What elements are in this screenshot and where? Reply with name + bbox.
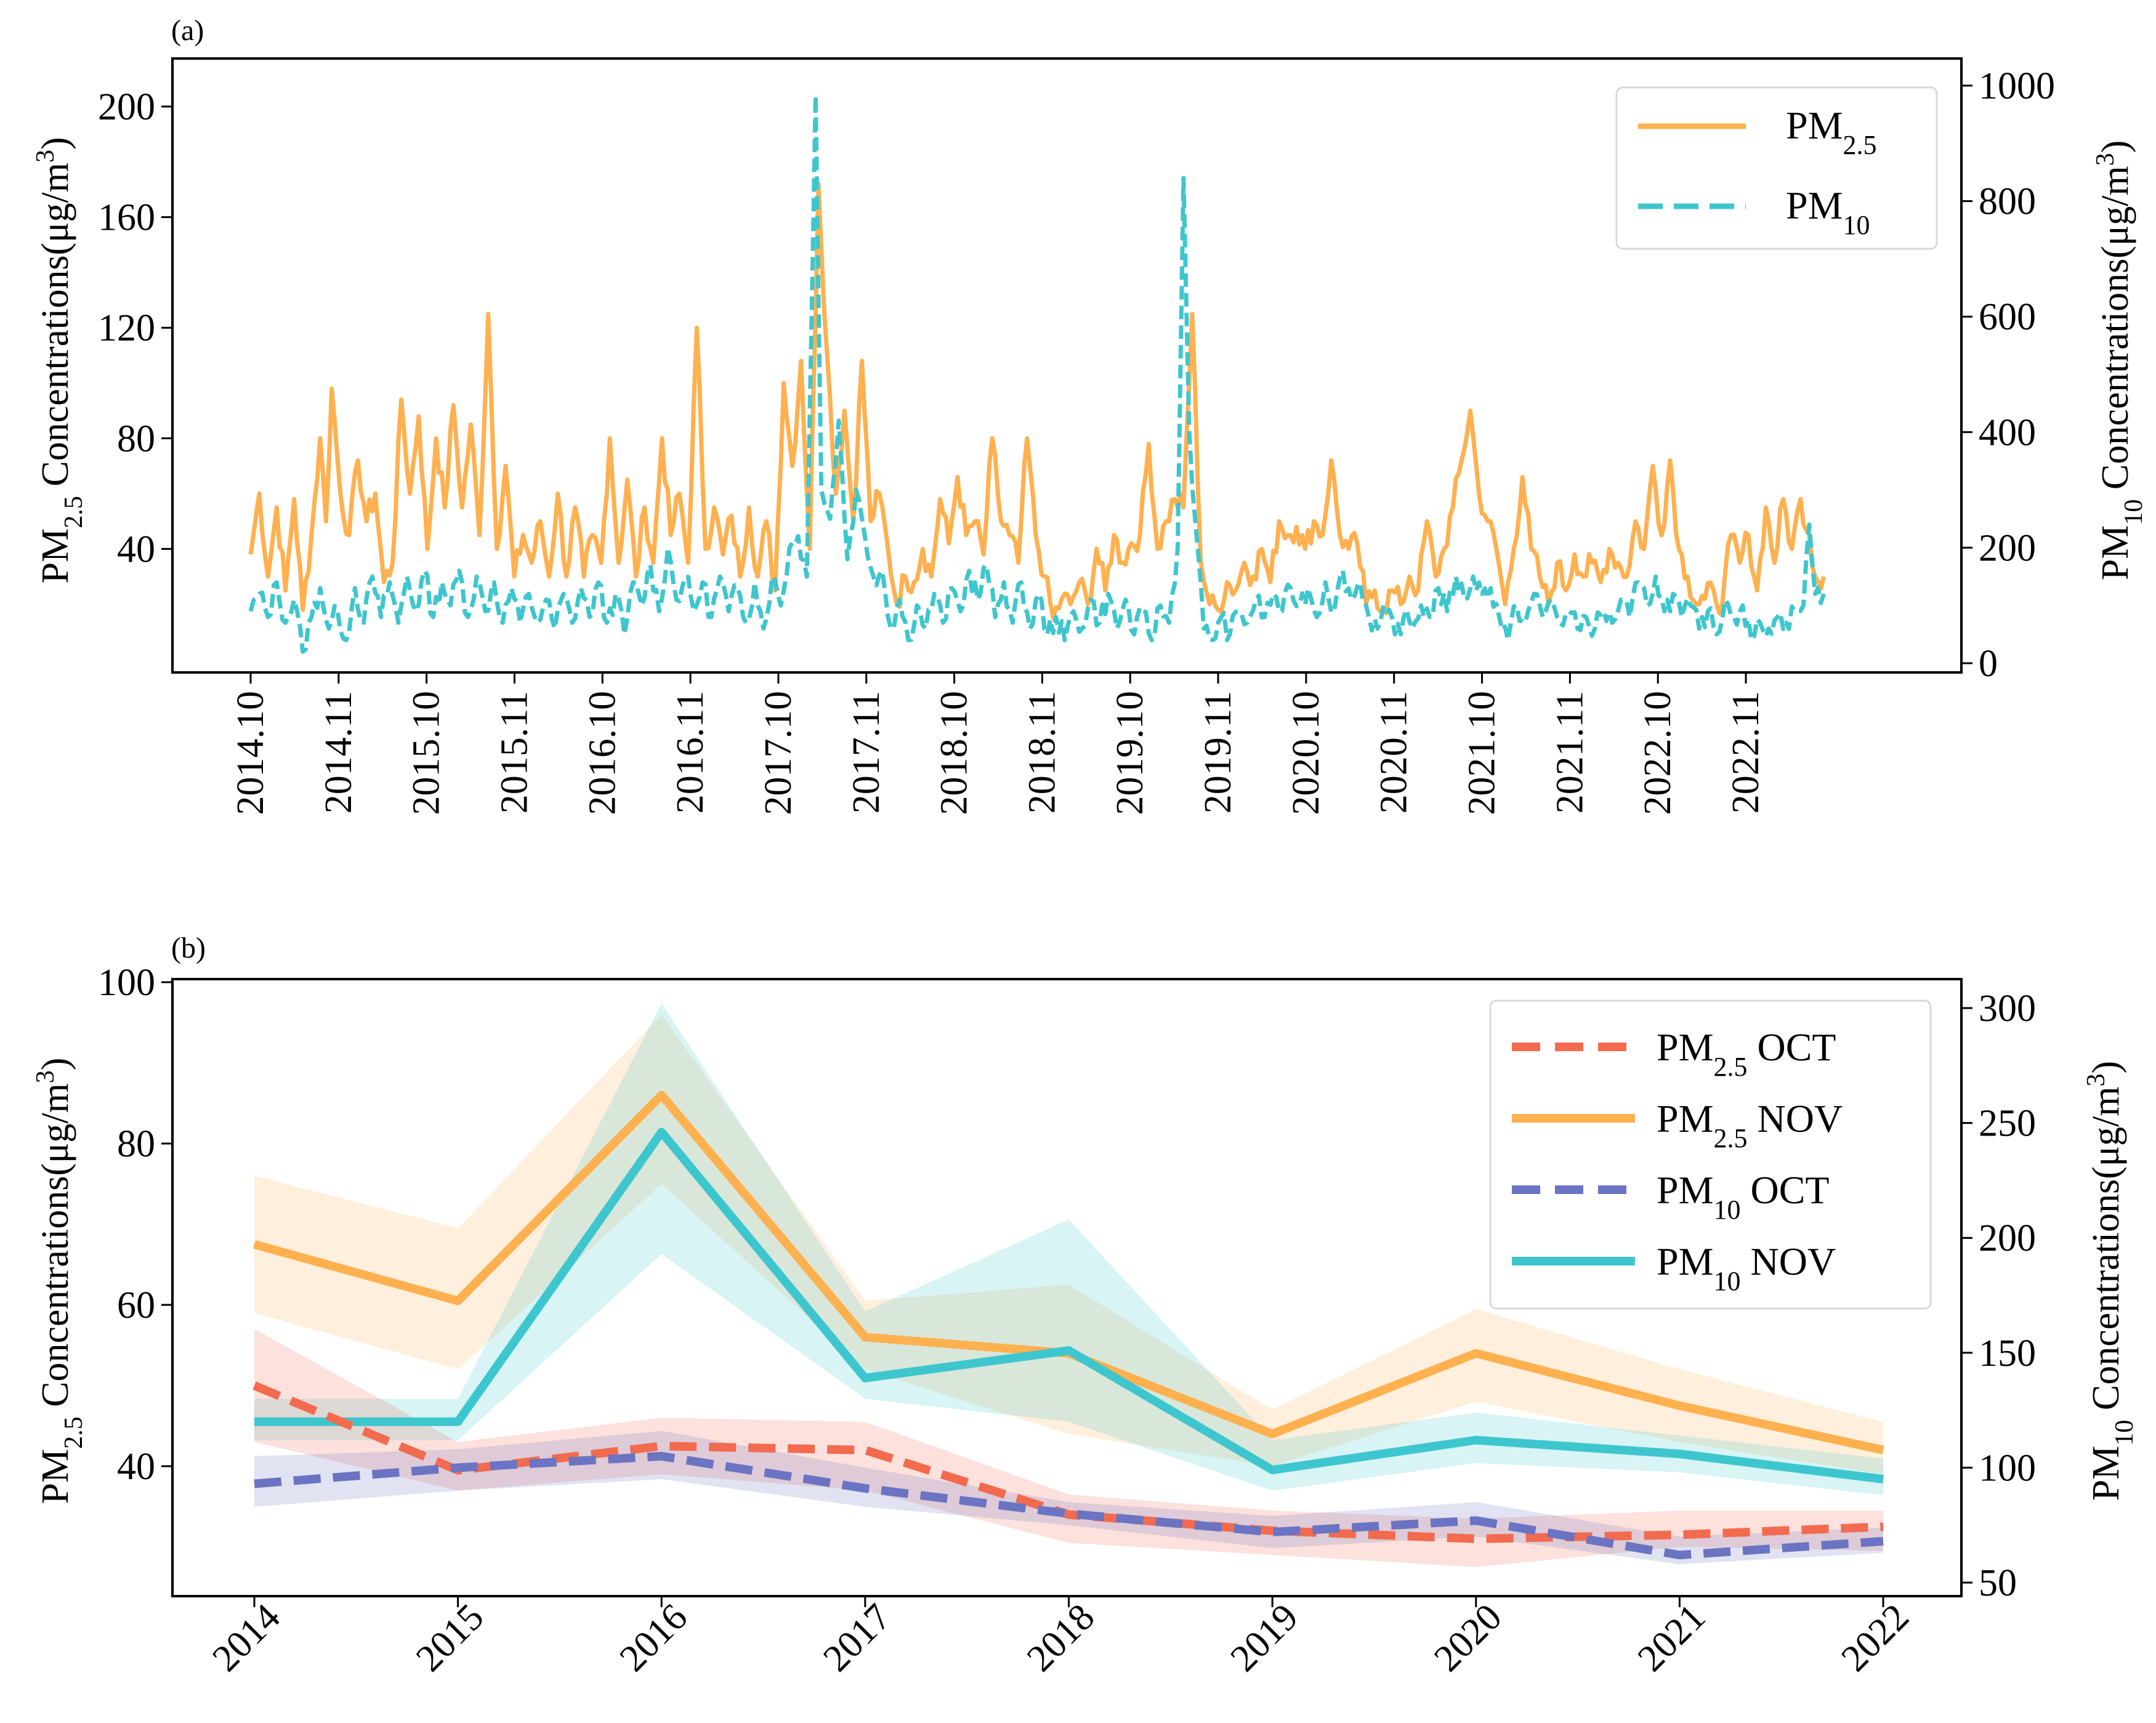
panel-a-x-tick-label: 2019.11 [1197, 691, 1239, 813]
panel-a-left-tick-label: 120 [98, 307, 155, 349]
panel-b-left-tick-label: 40 [117, 1446, 155, 1488]
panel-b-left-tick-label: 100 [98, 962, 155, 1004]
panel-b-left-tick-label: 80 [117, 1123, 155, 1165]
panel-a-x-tick-label: 2018.10 [934, 691, 975, 815]
panel-a-pm10-series-line [248, 93, 1826, 654]
panel-a-left-axis-label: PM2.5 Concentrations(μg/m3) [31, 137, 88, 584]
panel-a-left-tick-label: 40 [117, 528, 155, 570]
panel-a-plot-area: 40 80 120 160 200 0 200 400 600 800 1000 2014.10 201… [98, 65, 2055, 815]
panel-a-x-tick-label: 2015.10 [406, 691, 448, 815]
panel-a-x-tick-label: 2016.11 [669, 691, 711, 813]
panel-b-legend: PM2.5 OCT PM2.5 NOV PM10 OCT PM10 NOV [1489, 999, 1932, 1310]
panel-b-right-tick-label: 100 [1979, 1447, 2036, 1489]
panel-a-legend-pm25-label: PM2.5 [1786, 103, 1877, 160]
panel-b-right-tick-label: 50 [1979, 1562, 2017, 1604]
panel-a-x-tick-label: 2021.10 [1461, 691, 1503, 815]
panel-a-x-tick-label: 2022.10 [1637, 691, 1679, 815]
panel-b-pm25-oct-line [252, 1381, 1884, 1543]
panel-a-x-tick-label: 2020.10 [1285, 691, 1327, 815]
panel-a-left-tick-label: 80 [117, 418, 155, 460]
panel-a-pm25-series-line [248, 182, 1826, 621]
panel-b-legend-box [1489, 999, 1932, 1310]
panel-b-pm25-oct-band [254, 1329, 1883, 1567]
panel-a-x-tick-label: 2014.11 [318, 691, 360, 813]
panel-a-right-tick-label: 400 [1979, 412, 2036, 454]
panel-b-pm10-oct-line [254, 1451, 1884, 1560]
panel-b-right-tick-label: 300 [1979, 988, 2036, 1030]
panel-a-left-tick-label: 200 [98, 86, 155, 128]
panel-a-x-tick-label: 2016.10 [581, 691, 623, 815]
panel-a-label: (a) [171, 14, 204, 47]
panel-a-timeseries-chart: (a) PM2.5 Concentrations(μg/m3) PM10 Con… [31, 14, 2148, 815]
panel-b-pm10-nov-line [254, 1128, 1884, 1484]
panel-a-right-axis-label: PM10 Concentrations(μg/m3) [2091, 140, 2148, 580]
panel-b-right-tick-label: 250 [1979, 1103, 2036, 1145]
panel-b-pm10-oct-band [254, 1430, 1883, 1565]
panel-a-right-tick-label: 1000 [1979, 65, 2055, 107]
panel-a-frame [171, 57, 1963, 674]
panel-b-right-tick-label: 150 [1979, 1333, 2036, 1374]
panel-a-right-tick-label: 600 [1979, 296, 2036, 338]
panel-a-x-tick-label: 2020.11 [1373, 691, 1415, 813]
panel-b-pm10-nov-band [254, 1003, 1883, 1496]
panel-b-legend-pm25-nov-label: PM2.5 NOV [1657, 1097, 1843, 1153]
panel-a-x-tick-label: 2017.11 [846, 691, 887, 813]
panel-a-x-tick-label: 2014.10 [230, 691, 272, 815]
panel-a-x-tick-label: 2018.11 [1021, 691, 1063, 813]
panel-a-x-tick-label: 2021.11 [1549, 691, 1591, 813]
panel-b-legend-pm25-oct-label: PM2.5 OCT [1657, 1025, 1836, 1082]
panel-b-legend-pm10-nov-label: PM10 NOV [1657, 1240, 1836, 1296]
panel-a-legend-box [1615, 86, 1938, 250]
panel-a-x-tick-label: 2017.10 [757, 691, 799, 815]
panel-b-left-axis-label: PM2.5 Concentrations(μg/m3) [31, 1058, 88, 1504]
panel-b-right-axis-label: PM10 Concentrations(μg/m3) [2082, 1061, 2139, 1501]
panel-a-left-tick-label: 160 [98, 197, 155, 239]
panel-b-yearly-chart: (b) PM2.5 Concentrations(μg/m3) PM10 Con… [31, 932, 2139, 1680]
panel-b-frame [171, 978, 1963, 1597]
panel-a-legend-pm10-label: PM10 [1786, 184, 1870, 240]
panel-b-legend-pm10-oct-label: PM10 OCT [1657, 1168, 1830, 1225]
panel-a-right-tick-label: 200 [1979, 527, 2036, 569]
panel-b-label: (b) [171, 932, 206, 964]
panel-a-x-tick-label: 2019.10 [1109, 691, 1151, 815]
panel-a-right-tick-label: 800 [1979, 181, 2036, 223]
panel-b-left-tick-label: 60 [117, 1285, 155, 1326]
panel-a-x-tick-label: 2015.11 [493, 691, 535, 813]
panel-a-x-tick-label: 2022.11 [1725, 691, 1767, 813]
panel-b-right-tick-label: 200 [1979, 1217, 2036, 1259]
panel-a-legend: PM2.5 PM10 [1615, 86, 1938, 250]
panel-a-right-tick-label: 0 [1979, 643, 1998, 685]
